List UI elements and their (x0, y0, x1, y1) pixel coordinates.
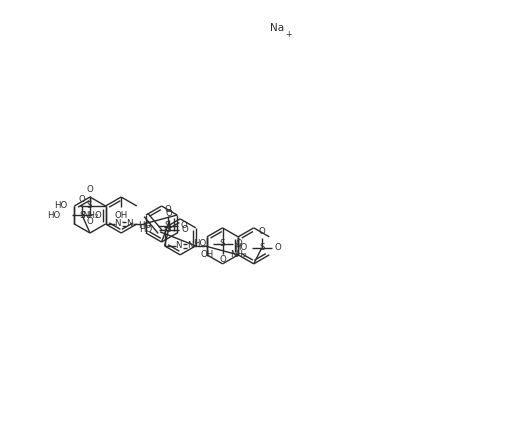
Text: O: O (274, 243, 281, 252)
Text: S: S (79, 210, 85, 219)
Text: HO: HO (138, 222, 152, 231)
Text: OH: OH (201, 251, 214, 259)
Text: NH₂: NH₂ (230, 251, 246, 259)
Text: HO: HO (47, 210, 60, 219)
Text: +: + (285, 30, 291, 39)
Text: O: O (95, 210, 101, 219)
Text: O: O (235, 239, 242, 248)
Text: O: O (78, 194, 86, 203)
Text: S: S (259, 243, 265, 252)
Text: N: N (126, 219, 133, 228)
Text: O: O (259, 227, 265, 236)
Text: O: O (181, 225, 188, 235)
Text: NH₂: NH₂ (82, 210, 98, 219)
Text: O: O (164, 206, 171, 214)
Text: O: O (86, 186, 93, 194)
Text: HO: HO (235, 243, 248, 252)
Text: HO: HO (54, 202, 68, 210)
Text: S: S (166, 225, 172, 235)
Text: N: N (115, 219, 121, 228)
Text: N: N (187, 241, 194, 251)
Text: OH: OH (115, 210, 128, 219)
Text: S: S (87, 202, 92, 210)
Text: O: O (86, 218, 93, 227)
Text: HO: HO (139, 225, 153, 235)
Text: HO: HO (193, 239, 207, 248)
Text: O: O (165, 209, 172, 218)
Text: O: O (180, 222, 187, 231)
Text: S: S (220, 239, 225, 248)
Text: O: O (219, 255, 226, 264)
Text: Na: Na (270, 23, 284, 33)
Text: S: S (165, 222, 171, 231)
Text: N: N (175, 241, 182, 251)
